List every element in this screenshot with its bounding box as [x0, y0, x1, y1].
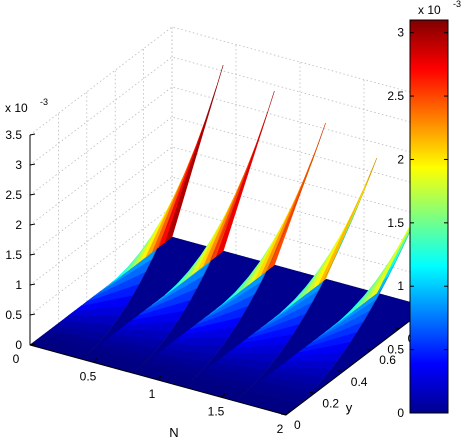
surface-strip [261, 141, 320, 276]
y-tick-label: 0.6 [379, 353, 396, 367]
colorbar-tick-label: 2.5 [387, 89, 404, 103]
surface-ridge [234, 189, 429, 416]
colorbar-tick-label: 1 [397, 279, 404, 293]
surface-ridge [182, 157, 378, 402]
surface-ridge [80, 90, 275, 374]
x-axis-label: N [169, 425, 178, 440]
z-tick-label: 0.5 [5, 308, 22, 322]
colorbar-tick-label: 1.5 [387, 216, 404, 230]
z-exponent-power: -3 [40, 97, 48, 107]
surface [29, 64, 429, 416]
surface-strip [164, 64, 224, 243]
ridge-crest [132, 90, 275, 374]
surface-ridge [131, 122, 326, 388]
x-tick-label: 1.5 [208, 405, 225, 419]
colorbar-tick-label: 3 [397, 26, 404, 40]
surface-strip [318, 157, 378, 285]
x-tick-label: 1 [149, 387, 156, 401]
surface-ridge [29, 64, 224, 360]
ridge-crest [285, 189, 429, 416]
colorbar-exponent-label: x 10 [418, 3, 441, 17]
x-tick-label: 2 [277, 422, 284, 436]
z-tick-label: 0 [15, 338, 22, 352]
y-tick-label: 0.4 [351, 375, 368, 389]
z-tick-label: 3.5 [5, 128, 22, 142]
y-axis-label: y [346, 400, 353, 415]
surface-strip [203, 130, 262, 267]
colorbar-ticks: 0 0.5 1 1.5 2 2.5 3 [387, 26, 448, 420]
colorbar-tick-label: 0 [397, 406, 404, 420]
z-tick-label: 1 [15, 278, 22, 292]
x-tick-label: 0 [13, 352, 20, 366]
colorbar-tick-label: 2 [397, 152, 404, 166]
y-tick-label: 0.2 [322, 396, 339, 410]
x-tick-label: 0.5 [80, 370, 97, 384]
ridge-crest [81, 64, 224, 360]
z-tick-label: 3 [15, 158, 22, 172]
surface-strip [312, 174, 371, 290]
colorbar [409, 19, 449, 414]
ridge-crest [234, 157, 377, 402]
colorbar-tick-label: 0.5 [387, 343, 404, 357]
ridge-crest [183, 122, 326, 388]
z-tick-label: 1.5 [5, 248, 22, 262]
colorbar-exponent-power: -3 [453, 0, 461, 9]
z-tick-label: 2.5 [5, 188, 22, 202]
z-exponent-label: x 10 [5, 101, 28, 115]
y-tick-label: 0 [294, 418, 301, 432]
z-tick-label: 2 [15, 218, 22, 232]
